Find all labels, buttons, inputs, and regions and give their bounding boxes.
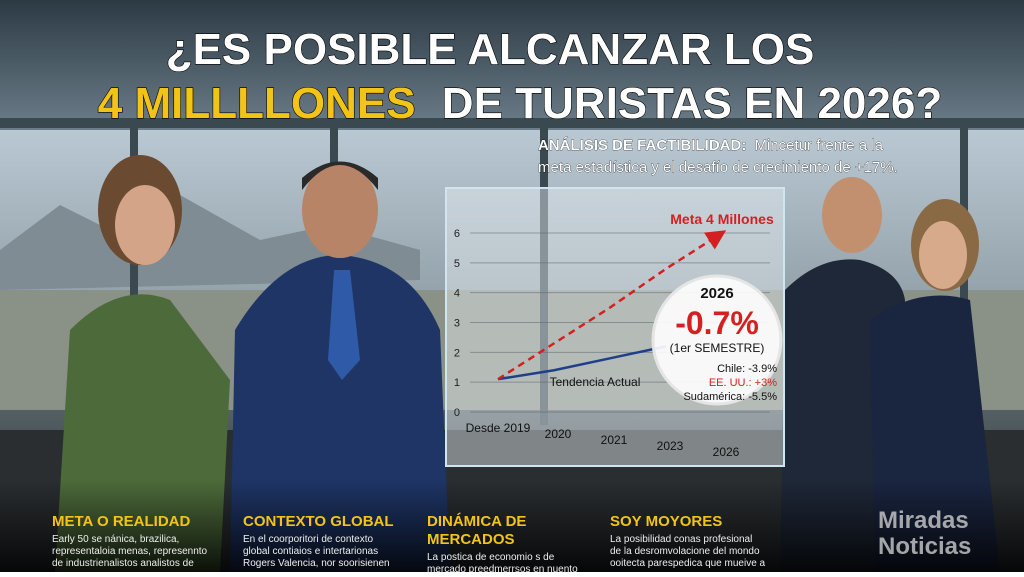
column-text: En el coorporitori de contexto xyxy=(243,534,374,545)
callout-item: Sudamérica: -5.5% xyxy=(683,391,777,403)
x-tick-label: 2023 xyxy=(657,439,684,453)
x-tick-label: 2021 xyxy=(601,433,628,447)
column-heading: META O REALIDAD xyxy=(52,513,190,530)
column-text: La posibilidad conas profesional xyxy=(610,534,752,545)
x-tick-label: Desde 2019 xyxy=(466,421,531,435)
column-heading: CONTEXTO GLOBAL xyxy=(243,513,394,530)
callout-item: Chile: -3.9% xyxy=(717,363,777,375)
column-text: ooitecta parespedica que mueive a xyxy=(610,558,766,569)
x-tick-label: 2026 xyxy=(713,445,740,459)
column-text: mercado preedmerrsos en nuento xyxy=(427,564,578,572)
columns: META O REALIDAD Early 50 se nánica, brazi… xyxy=(52,513,766,575)
y-tick-label: 5 xyxy=(454,258,460,270)
callout-year: 2026 xyxy=(700,285,733,302)
callout-period: (1er SEMESTRE) xyxy=(670,341,765,355)
subtitle-line: ANÁLISIS DE FACTIBILIDAD: Mincetur frent… xyxy=(538,137,884,154)
subtitle-lead: ANÁLISIS DE FACTIBILIDAD: xyxy=(538,137,746,154)
series-line xyxy=(497,345,667,381)
subtitle: ANÁLISIS DE FACTIBILIDAD: Mincetur frent… xyxy=(538,137,898,177)
y-tick-label: 4 xyxy=(454,288,460,300)
callout-item: EE. UU.: +3% xyxy=(709,377,777,389)
column-heading: SOY MOYORES xyxy=(610,513,722,530)
column-text: de industrienalistos analistos de xyxy=(52,558,194,569)
callout: 2026 -0.7% (1er SEMESTRE) xyxy=(670,285,765,355)
series-line xyxy=(497,230,727,381)
y-tick-label: 1 xyxy=(454,377,460,389)
callout-items: Chile: -3.9% EE. UU.: +3% Sudamérica: -5.5… xyxy=(683,363,777,403)
column-text: La postica de economio s de xyxy=(427,552,555,563)
callout-value: -0.7% xyxy=(675,305,759,341)
logo-line: Miradas xyxy=(878,507,969,534)
y-tick-label: 6 xyxy=(454,228,460,240)
x-tick-label: 2020 xyxy=(545,427,572,441)
y-tick-label: 2 xyxy=(454,347,460,359)
callout-circle xyxy=(651,274,783,406)
subtitle-line: meta estadística y el desafío de crecimi… xyxy=(538,159,898,176)
headline-line: 4 MILLLLONES DE TURISTAS EN 2026? xyxy=(98,79,942,128)
subtitle-text: Mincetur frente a la xyxy=(755,137,884,154)
column-heading: MERCADOS xyxy=(427,531,515,548)
bottom-shade xyxy=(0,480,1024,572)
column-text: Early 50 se nánica, brazilica, xyxy=(52,534,179,545)
headline: ¿ES POSIBLE ALCANZAR LOS 4 MILLLLONES DE… xyxy=(97,24,943,128)
column-heading: DINÁMICA DE xyxy=(427,513,526,530)
logo: Miradas Noticias xyxy=(878,507,971,560)
headline-rest: DE TURISTAS EN 2026? xyxy=(442,79,942,128)
column-text: global contiaios e intertarionas xyxy=(243,546,378,557)
headline-line: ¿ES POSIBLE ALCANZAR LOS xyxy=(166,25,815,74)
series-label: Meta 4 Millones xyxy=(670,211,774,227)
y-tick-label: 0 xyxy=(454,407,460,419)
column-text: Rogers Valencia, nor soorisienen xyxy=(243,558,390,569)
headline-highlight: 4 MILLLLONES xyxy=(98,79,416,128)
logo-line: Noticias xyxy=(878,533,971,560)
column-text: de la desromvolacione del mondo xyxy=(610,546,760,557)
y-tick-label: 3 xyxy=(454,318,460,330)
series-label: Tendencia Actual xyxy=(550,375,641,389)
chart: 0 1 2 3 4 5 6 Desde 2019 2020 2021 2023 2026 Tendenc… xyxy=(454,211,774,459)
column-text: representaloia menas, represennto xyxy=(52,546,208,557)
